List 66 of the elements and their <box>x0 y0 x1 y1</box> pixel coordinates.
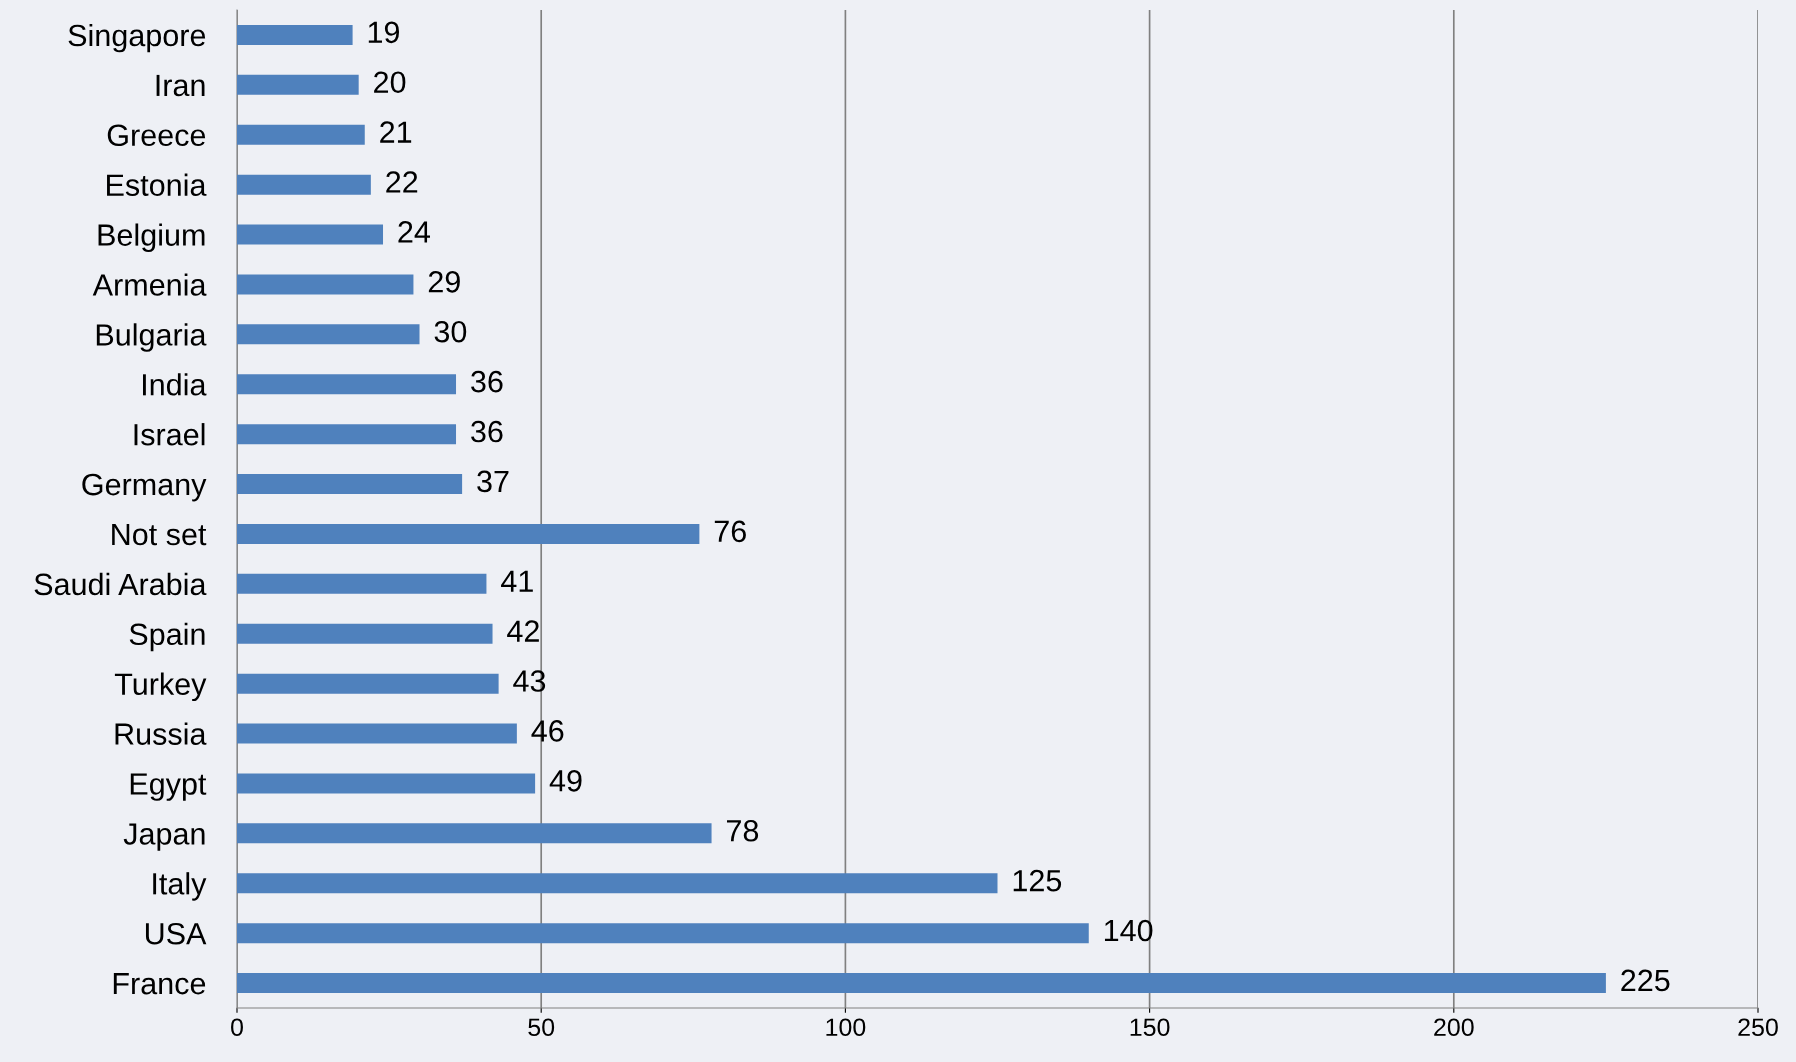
data-label: 29 <box>428 271 460 293</box>
y-tick-label: Belgium <box>98 223 205 252</box>
y-tick-label: Saudi Arabia <box>34 572 207 596</box>
x-tick-label: 50 <box>528 1018 555 1037</box>
data-label: 20 <box>374 71 406 94</box>
data-label: 24 <box>398 221 430 243</box>
bar <box>237 474 463 495</box>
data-label: 46 <box>531 720 564 742</box>
bar <box>237 823 712 844</box>
bar <box>237 773 536 794</box>
y-tick-label: Estonia <box>107 173 207 197</box>
bar <box>237 873 998 894</box>
data-label: 36 <box>471 420 503 443</box>
bar <box>237 923 1089 944</box>
bar <box>237 973 1606 994</box>
bar <box>237 623 493 644</box>
x-tick-label: 100 <box>826 1018 866 1037</box>
y-tick-label: Israel <box>134 423 205 446</box>
bar <box>237 374 457 395</box>
y-tick-label: Armenia <box>92 273 207 296</box>
x-tick-label: 250 <box>1738 1018 1778 1037</box>
data-label: 125 <box>1013 869 1062 892</box>
data-label: 21 <box>380 121 412 143</box>
y-tick-label: Russia <box>115 722 207 745</box>
data-label: 22 <box>386 171 418 193</box>
bar <box>237 523 700 544</box>
bar <box>237 673 499 694</box>
data-label: 49 <box>549 770 582 792</box>
bar <box>237 274 414 295</box>
bar <box>237 224 384 245</box>
x-tick-label: 200 <box>1434 1018 1474 1037</box>
bar <box>237 174 371 195</box>
bar <box>237 124 365 145</box>
y-tick-label: USA <box>145 922 207 945</box>
data-label: 30 <box>434 320 467 343</box>
y-tick-label: Not set <box>112 524 207 546</box>
y-tick-label: Turkey <box>114 672 207 702</box>
y-tick-label: Greece <box>107 124 206 147</box>
y-tick-label: Singapore <box>68 23 206 53</box>
data-label: 225 <box>1621 969 1670 992</box>
y-tick-label: Japan <box>123 823 205 851</box>
x-tick-label: 0 <box>231 1018 243 1037</box>
data-label: 78 <box>727 819 759 842</box>
y-tick-label: Spain <box>129 622 205 652</box>
bar <box>237 324 420 345</box>
bar <box>237 573 487 594</box>
data-label: 41 <box>501 570 533 592</box>
data-label: 19 <box>368 21 400 44</box>
x-tick-label: 150 <box>1130 1018 1170 1037</box>
bar <box>237 723 517 744</box>
bar <box>237 24 353 45</box>
data-label: 43 <box>513 670 546 692</box>
y-tick-label: France <box>113 973 206 995</box>
y-tick-label: Germany <box>82 473 207 502</box>
y-tick-label: Italy <box>153 872 207 901</box>
data-label: 37 <box>477 470 509 493</box>
data-label: 36 <box>471 370 503 393</box>
y-tick-label: India <box>143 373 207 396</box>
bar <box>237 424 457 445</box>
data-label: 42 <box>507 620 539 642</box>
y-tick-label: Iran <box>156 74 205 97</box>
y-tick-label: Egypt <box>130 773 207 801</box>
bar <box>237 74 359 95</box>
data-label: 76 <box>714 520 746 543</box>
data-label: 140 <box>1104 919 1153 942</box>
y-tick-label: Bulgaria <box>96 323 207 352</box>
